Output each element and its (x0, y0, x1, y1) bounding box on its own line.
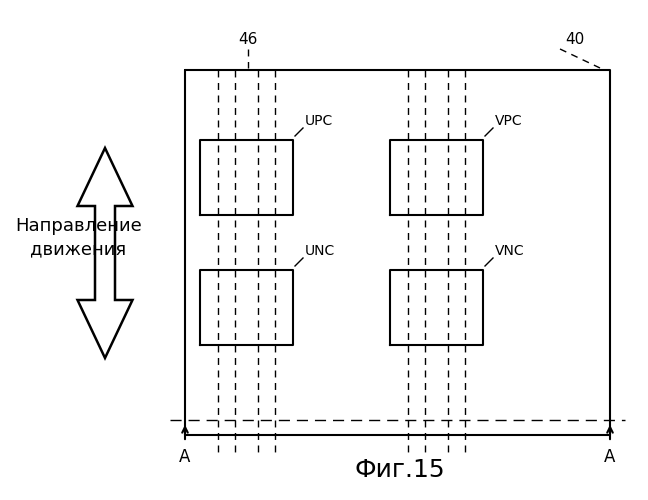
Text: A: A (179, 448, 191, 466)
Text: 46: 46 (238, 32, 258, 47)
Text: Направление
движения: Направление движения (15, 217, 142, 259)
Text: 40: 40 (565, 32, 584, 47)
Text: A: A (605, 448, 616, 466)
Text: VNC: VNC (495, 244, 525, 258)
Text: UNC: UNC (305, 244, 335, 258)
Text: UPC: UPC (305, 114, 333, 128)
Polygon shape (78, 148, 132, 358)
Text: Фиг.15: Фиг.15 (354, 458, 445, 482)
Text: VPC: VPC (495, 114, 523, 128)
